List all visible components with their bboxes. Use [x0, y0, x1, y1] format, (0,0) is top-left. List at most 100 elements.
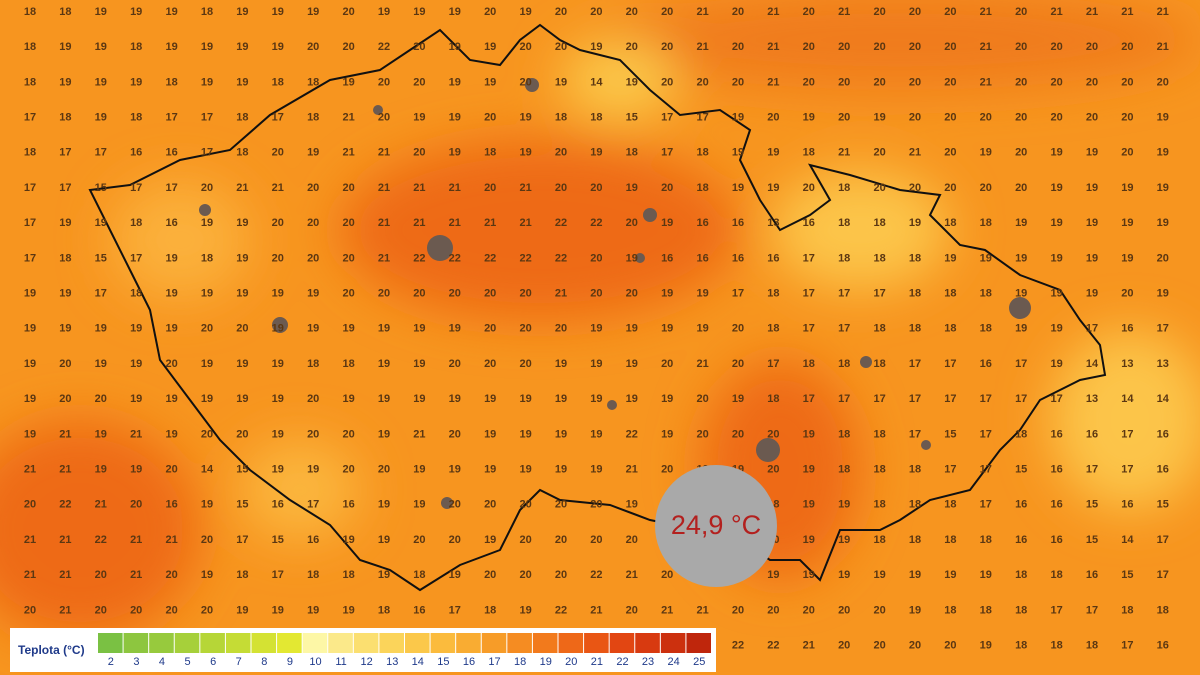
temperature-value: 20 [378, 112, 390, 124]
temperature-value: 20 [838, 604, 850, 616]
temperature-value: 16 [1050, 464, 1062, 476]
temperature-value: 19 [484, 428, 496, 440]
temperature-value: 20 [484, 358, 496, 370]
temperature-value: 17 [767, 358, 779, 370]
temperature-value: 18 [873, 464, 885, 476]
temperature-value: 21 [272, 182, 284, 194]
temperature-value: 19 [803, 428, 815, 440]
temperature-value: 20 [944, 112, 956, 124]
temperature-value: 18 [838, 217, 850, 229]
temperature-value: 17 [873, 393, 885, 405]
temperature-value: 17 [165, 182, 177, 194]
temperature-value: 19 [59, 323, 71, 335]
temperature-value: 20 [661, 6, 673, 18]
temperature-value: 18 [1121, 604, 1133, 616]
temperature-value: 20 [1157, 76, 1169, 88]
temperature-value: 20 [1050, 41, 1062, 53]
legend-swatch [277, 633, 302, 653]
temperature-value: 21 [130, 428, 142, 440]
temperature-value: 21 [696, 41, 708, 53]
temperature-value: 18 [838, 428, 850, 440]
temperature-value: 16 [165, 147, 177, 159]
temperature-value: 19 [201, 76, 213, 88]
temperature-value: 19 [626, 323, 638, 335]
legend-label: 5 [184, 656, 190, 668]
temperature-value: 17 [201, 147, 213, 159]
temperature-value: 20 [413, 147, 425, 159]
temperature-value: 20 [626, 41, 638, 53]
temperature-value: 19 [201, 569, 213, 581]
temperature-value: 18 [342, 569, 354, 581]
temperature-value: 16 [1121, 499, 1133, 511]
temperature-value: 19 [236, 6, 248, 18]
temperature-value: 17 [696, 112, 708, 124]
temperature-value: 21 [378, 182, 390, 194]
temperature-value: 21 [696, 604, 708, 616]
temperature-value: 16 [732, 217, 744, 229]
temperature-value: 20 [909, 640, 921, 652]
legend-label: 24 [668, 656, 680, 668]
temperature-value: 20 [873, 76, 885, 88]
temperature-value: 20 [307, 182, 319, 194]
temperature-value: 18 [1015, 569, 1027, 581]
temperature-value: 19 [307, 604, 319, 616]
temperature-value: 19 [413, 323, 425, 335]
temperature-value: 16 [980, 358, 992, 370]
temperature-value: 19 [944, 252, 956, 264]
temperature-value: 20 [1015, 76, 1027, 88]
legend-label: 7 [236, 656, 242, 668]
temperature-value: 19 [980, 147, 992, 159]
temperature-value: 19 [1050, 252, 1062, 264]
temperature-value: 19 [519, 604, 531, 616]
temperature-value: 19 [307, 147, 319, 159]
temperature-value: 16 [1086, 569, 1098, 581]
temperature-value: 19 [413, 499, 425, 511]
temperature-value: 20 [626, 6, 638, 18]
temperature-value: 21 [24, 534, 36, 546]
temperature-value: 18 [1050, 640, 1062, 652]
temperature-value: 22 [484, 252, 496, 264]
temperature-value: 20 [661, 358, 673, 370]
temperature-value: 19 [413, 464, 425, 476]
temperature-value: 21 [590, 604, 602, 616]
temperature-value: 19 [95, 6, 107, 18]
legend-label: 13 [386, 656, 398, 668]
temperature-value: 18 [696, 182, 708, 194]
legend-swatch [686, 633, 711, 653]
temperature-value: 16 [1157, 640, 1169, 652]
temperature-value: 16 [1015, 499, 1027, 511]
temperature-value: 17 [980, 464, 992, 476]
temperature-value: 19 [980, 252, 992, 264]
temperature-value: 20 [272, 217, 284, 229]
temperature-value: 20 [661, 569, 673, 581]
temperature-value: 21 [130, 569, 142, 581]
temperature-value: 19 [873, 112, 885, 124]
temperature-value: 17 [944, 393, 956, 405]
legend-swatch [200, 633, 225, 653]
temperature-value: 18 [980, 217, 992, 229]
temperature-value: 16 [272, 499, 284, 511]
temperature-value: 19 [803, 112, 815, 124]
temperature-value: 19 [201, 499, 213, 511]
temperature-value: 17 [1121, 464, 1133, 476]
temperature-value: 18 [201, 6, 213, 18]
temperature-value: 19 [272, 393, 284, 405]
temperature-value: 17 [130, 252, 142, 264]
temperature-value: 19 [307, 6, 319, 18]
temperature-value: 19 [980, 569, 992, 581]
legend-swatch [174, 633, 200, 653]
temperature-value: 21 [519, 217, 531, 229]
temperature-value: 18 [944, 499, 956, 511]
temperature-value: 19 [342, 76, 354, 88]
temperature-value: 20 [201, 323, 213, 335]
temperature-value: 17 [1086, 323, 1098, 335]
temperature-value: 16 [1157, 464, 1169, 476]
temperature-value: 18 [838, 358, 850, 370]
temperature-value: 20 [59, 358, 71, 370]
temperature-value: 20 [1015, 112, 1027, 124]
temperature-value: 17 [732, 288, 744, 300]
temperature-value: 16 [661, 252, 673, 264]
temperature-value: 22 [95, 534, 107, 546]
temperature-value: 17 [803, 252, 815, 264]
temperature-value: 21 [24, 569, 36, 581]
